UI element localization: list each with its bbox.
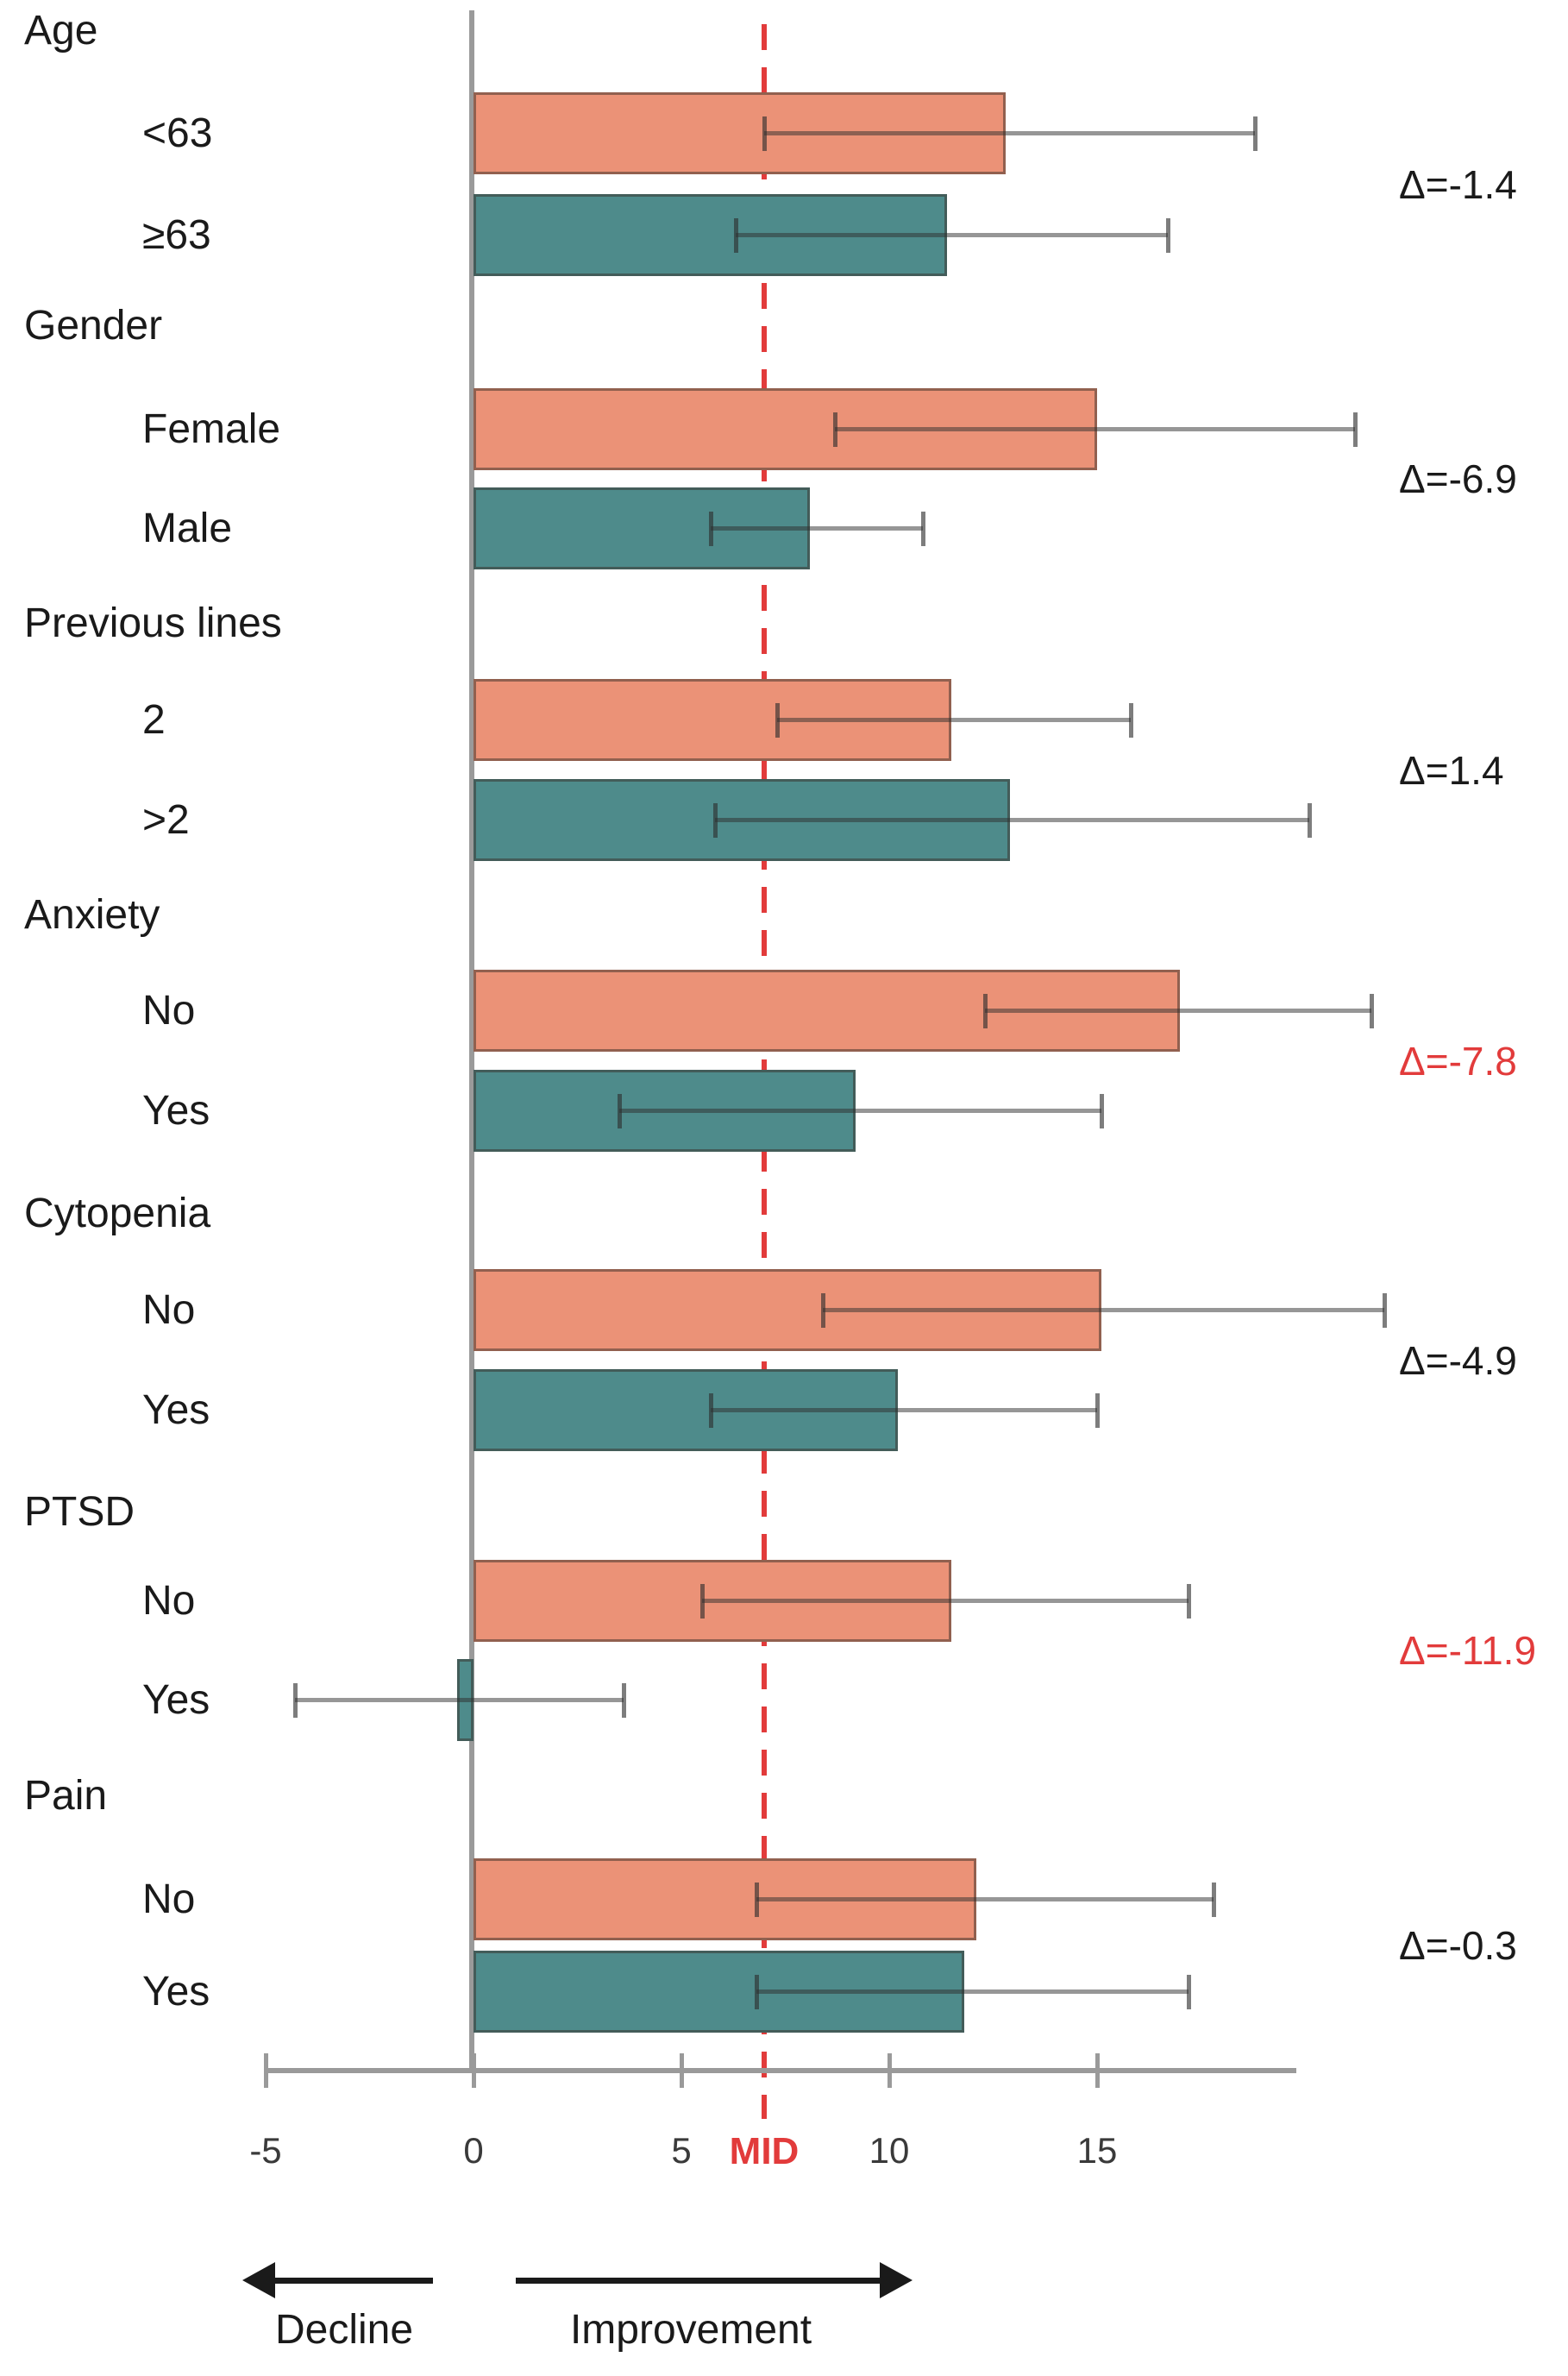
error-bar-high-cap <box>1253 116 1258 151</box>
row-label: Yes <box>142 1087 210 1134</box>
decline-arrow-line <box>269 2278 433 2284</box>
error-bar-low-cap <box>833 412 838 447</box>
error-bar <box>710 526 923 531</box>
improvement-label: Improvement <box>569 2307 812 2353</box>
error-bar <box>735 233 1168 237</box>
axis-tick <box>1094 2053 1100 2088</box>
delta-label: Δ=-6.9 <box>1399 456 1517 501</box>
error-bar <box>756 1989 1189 1994</box>
group-label: Age <box>24 8 98 53</box>
tick-label: 5 <box>671 2130 692 2171</box>
improvement-arrow-head-icon <box>880 2262 913 2298</box>
group-label: PTSD <box>24 1489 135 1535</box>
error-bar-low-cap <box>754 1974 759 2009</box>
error-bar-low-cap <box>292 1682 298 1718</box>
error-bar-low-cap <box>708 1392 713 1428</box>
row-label: Yes <box>142 1386 210 1433</box>
error-bar <box>822 1308 1384 1312</box>
error-bar-high-cap <box>1165 217 1170 253</box>
x-axis-line <box>266 2068 1297 2073</box>
error-bar-low-cap <box>775 702 780 738</box>
error-bar <box>702 1599 1189 1603</box>
error-bar-high-cap <box>1187 1583 1192 1619</box>
error-bar <box>756 1897 1214 1901</box>
error-bar-high-cap <box>920 511 925 546</box>
axis-tick <box>887 2053 892 2088</box>
error-bar-high-cap <box>1187 1974 1192 2009</box>
row-label: ≥63 <box>142 211 211 258</box>
delta-label: Δ=-0.3 <box>1399 1923 1517 1968</box>
decline-label: Decline <box>274 2307 414 2353</box>
group-label: Pain <box>24 1773 108 1819</box>
error-bar <box>835 427 1355 431</box>
error-bar <box>294 1698 624 1702</box>
error-bar-high-cap <box>1382 1292 1387 1328</box>
row-label: No <box>142 1577 196 1624</box>
error-bar <box>618 1109 1101 1113</box>
error-bar-low-cap <box>712 802 718 838</box>
error-bar-low-cap <box>820 1292 825 1328</box>
row-label: No <box>142 1286 196 1333</box>
group-label: Anxiety <box>24 892 160 938</box>
y-axis-line <box>469 10 474 2068</box>
tick-label: 0 <box>463 2130 484 2171</box>
error-bar-low-cap <box>982 993 988 1028</box>
error-bar-low-cap <box>617 1093 622 1128</box>
delta-label: Δ=1.4 <box>1399 747 1504 793</box>
row-label: <63 <box>142 110 213 156</box>
error-bar <box>710 1408 1097 1412</box>
delta-label: Δ=-11.9 <box>1399 1628 1537 1673</box>
error-bar-high-cap <box>1128 702 1133 738</box>
row-label: Male <box>142 505 233 551</box>
row-label: Yes <box>142 1968 210 2015</box>
improvement-arrow-line <box>516 2278 881 2284</box>
group-label: Gender <box>24 303 163 349</box>
error-bar-high-cap <box>1099 1093 1104 1128</box>
error-bar-high-cap <box>1307 802 1312 838</box>
axis-tick <box>263 2053 268 2088</box>
decline-arrow-head-icon <box>242 2262 275 2298</box>
error-bar-high-cap <box>1211 1882 1216 1917</box>
mid-tick-label: MID <box>729 2130 800 2172</box>
axis-tick <box>471 2053 476 2088</box>
error-bar <box>776 718 1131 722</box>
error-bar <box>714 818 1309 822</box>
group-label: Previous lines <box>24 600 282 646</box>
delta-label: Δ=-7.8 <box>1399 1038 1517 1084</box>
error-bar <box>764 131 1256 135</box>
axis-tick <box>679 2053 684 2088</box>
row-label: No <box>142 1876 196 1922</box>
error-bar-high-cap <box>1352 412 1358 447</box>
delta-label: Δ=-4.9 <box>1399 1337 1517 1383</box>
error-bar-low-cap <box>708 511 713 546</box>
error-bar <box>984 1009 1372 1013</box>
error-bar-low-cap <box>733 217 738 253</box>
tick-label: 15 <box>1076 2130 1118 2171</box>
group-label: Cytopenia <box>24 1191 211 1236</box>
error-bar-high-cap <box>1095 1392 1100 1428</box>
row-label: Female <box>142 405 281 452</box>
row-label: No <box>142 987 196 1034</box>
row-label: 2 <box>142 696 166 743</box>
error-bar-low-cap <box>762 116 768 151</box>
delta-label: Δ=-1.4 <box>1399 161 1517 207</box>
error-bar-high-cap <box>1370 993 1375 1028</box>
error-bar-low-cap <box>700 1583 706 1619</box>
row-label: Yes <box>142 1676 210 1723</box>
row-label: >2 <box>142 796 190 843</box>
error-bar-low-cap <box>754 1882 759 1917</box>
tick-label: 10 <box>869 2130 910 2171</box>
error-bar-high-cap <box>621 1682 626 1718</box>
tick-label: -5 <box>249 2130 282 2171</box>
